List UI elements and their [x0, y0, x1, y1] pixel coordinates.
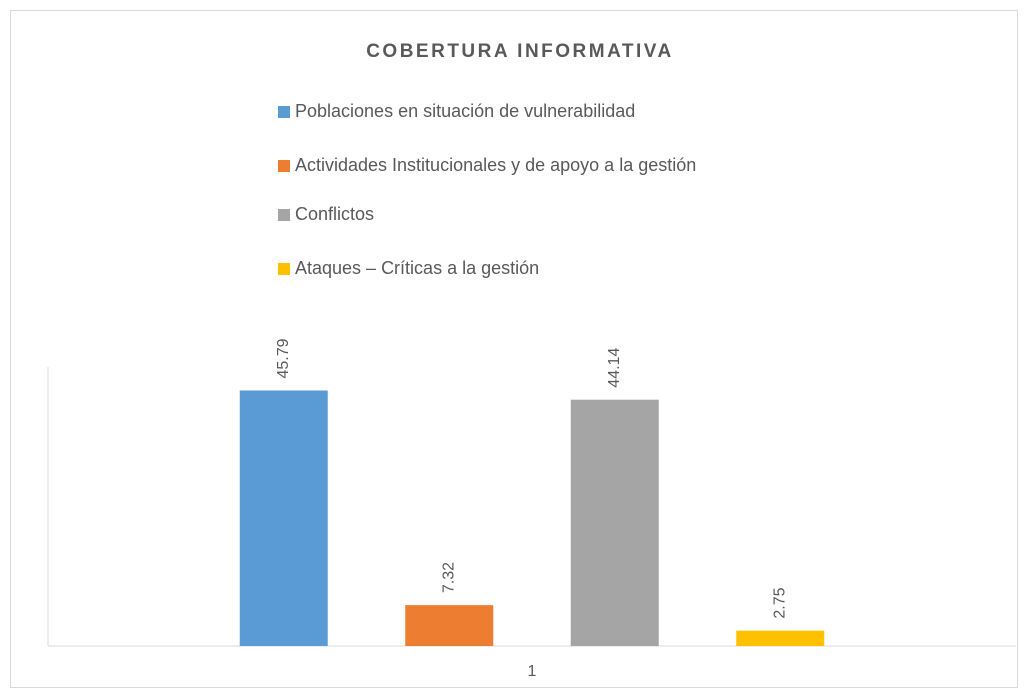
chart-title: COBERTURA INFORMATIVA [366, 41, 674, 62]
data-label: 44.14 [606, 348, 623, 388]
data-label: 45.79 [275, 338, 292, 378]
legend-label: Conflictos [295, 204, 374, 224]
legend-swatch [278, 106, 290, 118]
legend-label: Actividades Institucionales y de apoyo a… [295, 155, 696, 175]
bar [570, 399, 659, 646]
data-label: 2.75 [771, 587, 788, 618]
legend-swatch [278, 209, 290, 221]
chart-border [10, 10, 1018, 688]
legend-label: Poblaciones en situación de vulnerabilid… [295, 101, 635, 121]
x-tick-label: 1 [528, 663, 537, 680]
legend-swatch [278, 160, 290, 172]
bar [405, 605, 494, 646]
legend-swatch [278, 263, 290, 275]
data-label: 7.32 [440, 562, 457, 593]
bar [736, 630, 825, 646]
bar [239, 390, 328, 646]
legend-label: Ataques – Críticas a la gestión [295, 258, 539, 278]
